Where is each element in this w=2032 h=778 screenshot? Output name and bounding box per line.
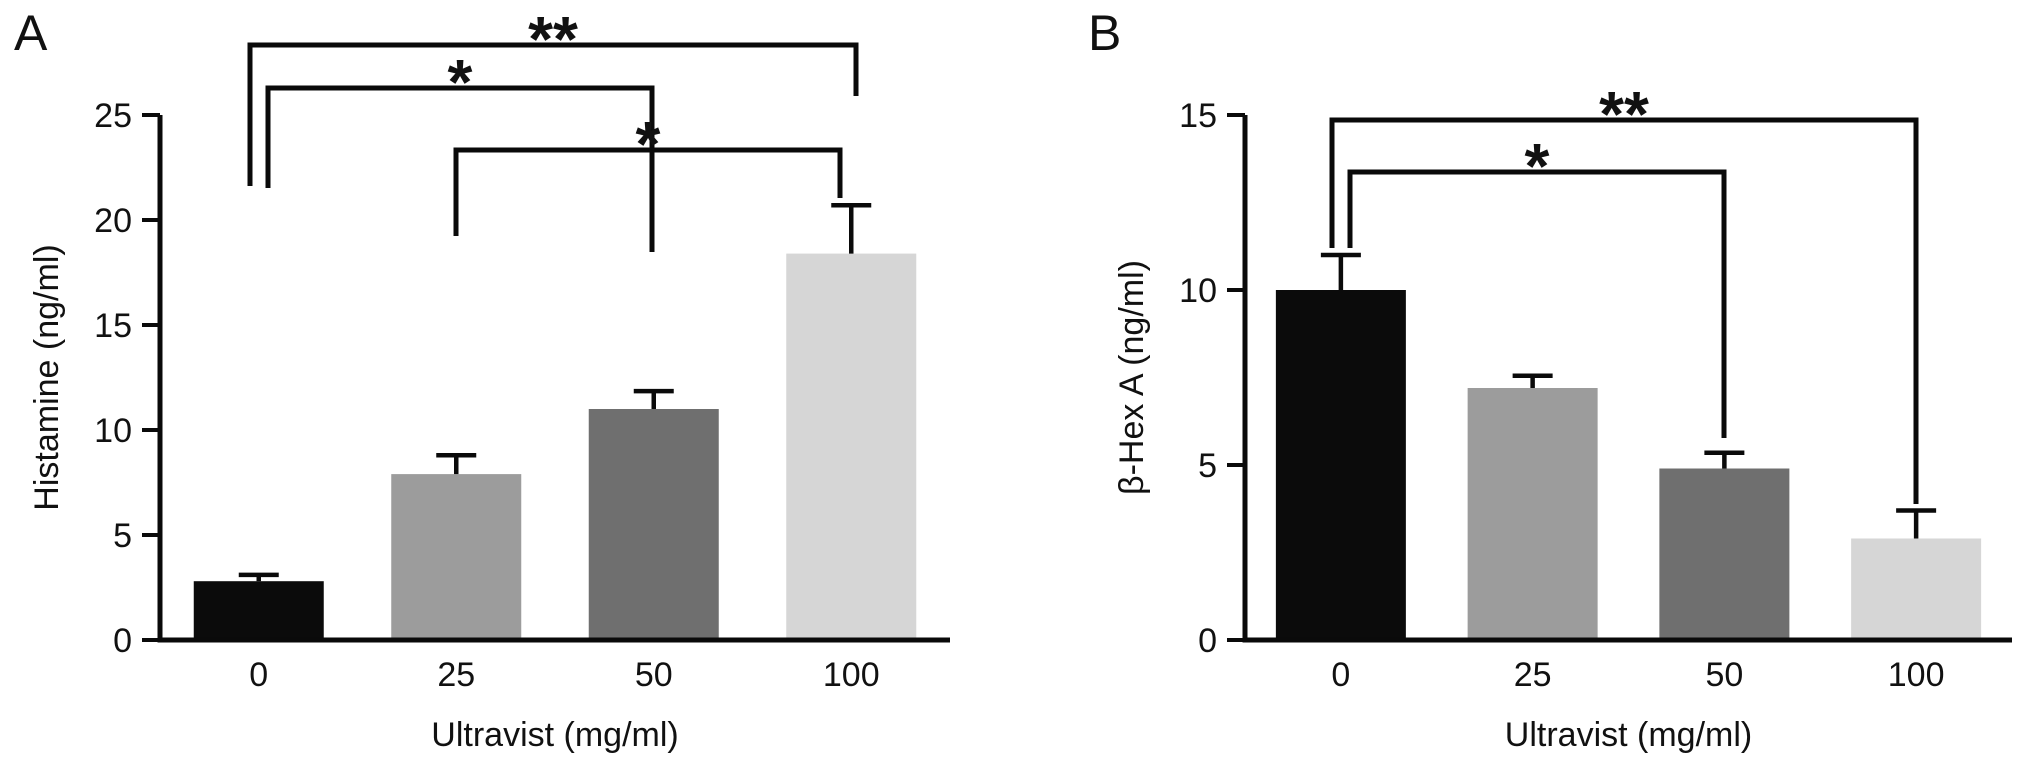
panel-b-y-tick-label-0: 0 <box>1198 622 1217 660</box>
panel-b-y-tick-label-5: 5 <box>1198 447 1217 485</box>
panel-b-sig-bracket-0-100 <box>1329 117 1919 504</box>
panel-a-sig-stars-25-100: * <box>636 108 661 180</box>
panel-a-bar-100 <box>786 253 917 640</box>
panel-a-y-axis-title: Histamine (ng/ml) <box>28 244 66 510</box>
panel-b-x-tick-label-0: 0 <box>1331 656 1350 694</box>
panel-a-x-tick-label-0: 0 <box>249 656 268 694</box>
panel-a-y-tick-label-5: 5 <box>113 517 132 555</box>
panel-a-label: A <box>14 5 48 61</box>
panel-a-y-tick-label-15: 15 <box>94 307 132 345</box>
panel-a-bar-25 <box>391 474 522 640</box>
panel-a-y-tick-label-25: 25 <box>94 97 132 135</box>
panel-b-x-axis-title: Ultravist (mg/ml) <box>1505 716 1752 754</box>
panel-b-bar-50 <box>1659 468 1790 640</box>
panel-a-y-tick-label-10: 10 <box>94 412 132 450</box>
panel-b-y-axis-title: β-Hex A (ng/ml) <box>1113 260 1151 495</box>
panel-b-y-tick-label-10: 10 <box>1179 272 1217 310</box>
panel-b-y-tick-label-15: 15 <box>1179 97 1217 135</box>
panel-a-sig-bracket-0-100 <box>247 42 859 186</box>
panel-a-sig-stars-0-100: ** <box>528 3 578 75</box>
panel-b-sig-stars-0-100: ** <box>1599 78 1649 150</box>
panel-b-sig-bracket-0-50 <box>1347 169 1727 438</box>
panel-a-bar-0 <box>193 581 324 640</box>
panel-b-label: B <box>1088 5 1122 61</box>
panel-b-x-tick-label-100: 100 <box>1888 656 1945 694</box>
panel-a-y-tick-label-20: 20 <box>94 202 132 240</box>
panel-a-sig-bracket-25-100 <box>453 147 843 236</box>
panel-a-x-axis-title: Ultravist (mg/ml) <box>431 716 678 754</box>
panel-b-sig-stars-0-50: * <box>1525 130 1550 202</box>
panel-a-sig-bracket-0-50 <box>265 85 655 252</box>
panel-a-x-tick-label-50: 50 <box>635 656 673 694</box>
panel-b-bar-25 <box>1467 388 1598 640</box>
panel-a-x-tick-label-100: 100 <box>823 656 880 694</box>
panel-b-bar-0 <box>1275 290 1406 640</box>
panel-b-x-tick-label-25: 25 <box>1514 656 1552 694</box>
panel-a-y-tick-label-0: 0 <box>113 622 132 660</box>
panel-a-bar-50 <box>588 409 719 640</box>
panel-a-sig-stars-0-50: * <box>448 46 473 118</box>
panel-a-x-tick-label-25: 25 <box>437 656 475 694</box>
panel-b-bar-100 <box>1851 538 1982 640</box>
panel-b-x-tick-label-50: 50 <box>1705 656 1743 694</box>
